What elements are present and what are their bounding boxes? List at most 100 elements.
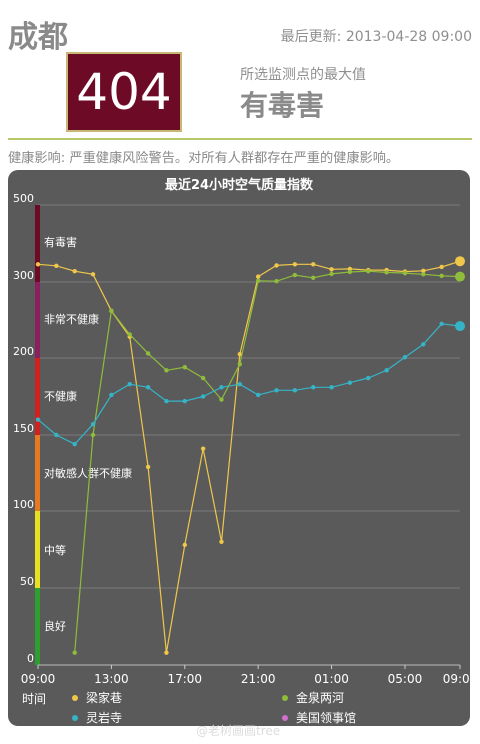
y-tick-label: 0 [27, 652, 34, 665]
data-point [366, 269, 371, 274]
x-tick-label: 17:00 [167, 672, 202, 686]
band-label: 不健康 [44, 389, 77, 403]
x-tick-label: 09:00 [21, 672, 56, 686]
city-name: 成都 [8, 20, 68, 55]
data-point [384, 368, 389, 373]
data-point [255, 392, 261, 398]
data-point [439, 273, 444, 279]
data-point [182, 365, 187, 370]
legend-item-jinquanlianghe[interactable]: 金泉两河 [282, 689, 344, 706]
chart-title: 最近24小时空气质量指数 [164, 178, 314, 193]
y-tick-label: 300 [13, 269, 34, 282]
selected-station-label: 所选监测点的最大值 [240, 67, 366, 83]
data-point [311, 385, 316, 390]
data-point [237, 361, 243, 367]
x-tick-label: 01:00 [314, 672, 349, 686]
data-point [72, 269, 77, 274]
aqi-band-bar [35, 435, 40, 511]
data-point [145, 385, 151, 390]
data-point [292, 388, 298, 393]
data-point [439, 264, 444, 270]
data-point [145, 464, 151, 470]
data-point [109, 392, 114, 398]
series-line [74, 270, 461, 653]
series-line [37, 323, 461, 445]
aqi-band-bar [35, 588, 40, 665]
data-point [219, 397, 224, 402]
x-axis-label: 时间 [22, 692, 47, 706]
data-point [54, 263, 59, 269]
data-point [182, 542, 187, 548]
data-point [72, 441, 77, 447]
data-point [274, 263, 279, 268]
data-point [219, 385, 224, 390]
divider [8, 138, 472, 140]
legend-dot-icon [72, 714, 78, 721]
data-point [274, 279, 279, 284]
data-point [127, 332, 132, 337]
data-point [255, 278, 261, 284]
data-point [421, 268, 426, 274]
data-point [402, 355, 408, 360]
data-point [90, 272, 96, 277]
legend-dot-icon [282, 694, 288, 701]
legend-label: 梁家巷 [86, 691, 123, 705]
legend-dot-icon [72, 694, 78, 701]
data-point [145, 351, 151, 356]
data-point [54, 432, 59, 438]
legend-item-liangjiaxiang[interactable]: 梁家巷 [72, 689, 122, 706]
data-point [455, 256, 465, 267]
data-point [421, 342, 426, 347]
data-point [237, 352, 243, 357]
data-point [109, 308, 114, 314]
data-point [274, 388, 279, 393]
x-tick-label: 09:00 [443, 672, 478, 686]
data-point [219, 539, 224, 544]
data-point [329, 385, 334, 390]
data-point [366, 375, 371, 381]
legend-item-us-consulate[interactable]: 美国领事馆 [282, 709, 356, 726]
legend-label: 灵岩寺 [86, 711, 123, 725]
data-point [311, 262, 316, 267]
data-point [200, 375, 206, 381]
y-tick-label: 50 [20, 575, 34, 588]
data-point [200, 446, 206, 451]
data-point [455, 321, 465, 332]
band-label: 非常不健康 [44, 312, 99, 326]
health-impact-text: 健康影响: 严重健康风险警告。对所有人群都存在严重的健康影响。 [8, 151, 400, 166]
aqi-band-bar [35, 282, 40, 358]
aqi-level-text: 有毒害 [240, 89, 325, 122]
legend-label: 美国领事馆 [296, 711, 357, 725]
last-updated: 最后更新: 2013-04-28 09:00 [280, 29, 472, 45]
aqi-band-bar [35, 511, 40, 588]
x-tick-label: 21:00 [241, 672, 276, 686]
data-point [255, 274, 261, 279]
data-point [182, 398, 187, 404]
data-point [347, 269, 353, 275]
data-point [200, 394, 206, 399]
data-point [329, 271, 334, 277]
band-label: 良好 [44, 619, 66, 633]
band-label: 对敏感人群不健康 [44, 466, 132, 480]
data-point [127, 381, 132, 387]
data-point [347, 380, 353, 385]
aqi-value-badge: 404 [66, 52, 182, 132]
data-point [237, 381, 243, 387]
watermark: @老树画画tree [196, 724, 281, 738]
data-point [164, 398, 169, 404]
data-point [384, 270, 389, 275]
legend-dot-icon [282, 714, 288, 721]
data-point [455, 271, 465, 282]
chart-panel[interactable] [8, 170, 470, 726]
y-tick-label: 500 [13, 192, 34, 205]
y-tick-label: 200 [13, 345, 34, 358]
aqi-band-bar [35, 205, 40, 282]
legend-item-lingyansi[interactable]: 灵岩寺 [72, 709, 122, 726]
band-label: 有毒害 [44, 235, 77, 249]
data-point [347, 266, 353, 272]
data-point [439, 321, 444, 326]
band-label: 中等 [44, 543, 66, 557]
data-point [90, 432, 96, 438]
data-point [90, 422, 96, 427]
